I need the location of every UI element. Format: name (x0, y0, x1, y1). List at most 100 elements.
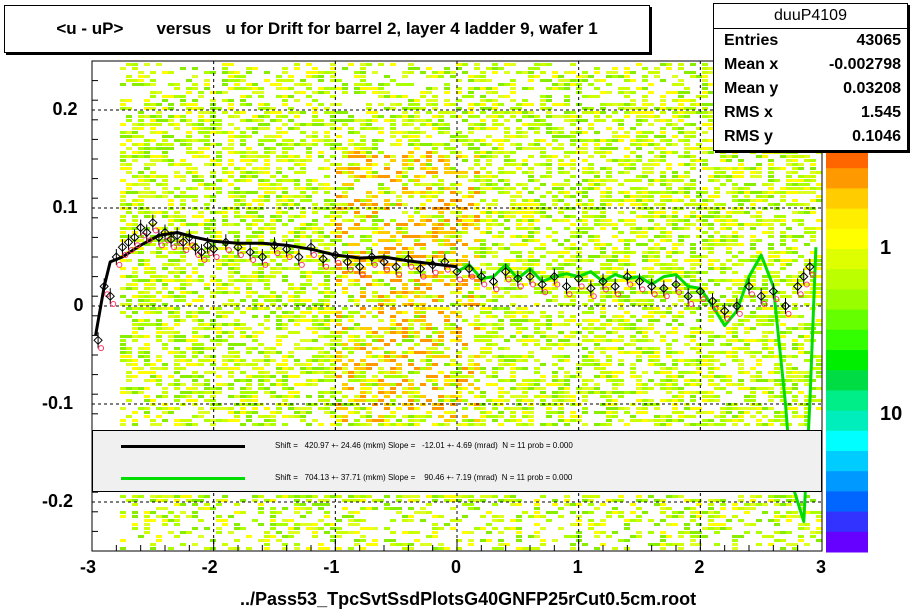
heatmap-cell (192, 267, 198, 270)
heatmap-cell (558, 399, 564, 402)
heatmap-cell (252, 315, 258, 318)
heatmap-cell (126, 227, 132, 230)
heatmap-cell (318, 307, 324, 310)
heatmap-cell (390, 143, 396, 146)
heatmap-cell (474, 287, 480, 290)
heatmap-cell (600, 211, 606, 214)
heatmap-cell (360, 123, 366, 126)
heatmap-cell (168, 531, 174, 534)
heatmap-cell (408, 423, 414, 426)
heatmap-cell (246, 347, 252, 350)
heatmap-cell (330, 355, 336, 358)
heatmap-cell (252, 219, 258, 222)
heatmap-cell (168, 115, 174, 118)
heatmap-cell (606, 139, 612, 142)
heatmap-cell (204, 71, 210, 74)
heatmap-cell (378, 139, 384, 142)
heatmap-cell (198, 411, 204, 414)
heatmap-cell (180, 195, 186, 198)
heatmap-cell (462, 423, 468, 426)
heatmap-cell (510, 279, 516, 282)
heatmap-cell (432, 535, 438, 538)
heatmap-cell (558, 267, 564, 270)
heatmap-cell (366, 415, 372, 418)
heatmap-cell (192, 139, 198, 142)
heatmap-cell (588, 239, 594, 242)
heatmap-cell (564, 343, 570, 346)
heatmap-cell (474, 127, 480, 130)
heatmap-cell (168, 203, 174, 206)
heatmap-cell (552, 295, 558, 298)
heatmap-cell (168, 135, 174, 138)
heatmap-cell (192, 503, 198, 506)
heatmap-cell (204, 227, 210, 230)
heatmap-cell (336, 279, 342, 282)
heatmap-cell (252, 339, 258, 342)
heatmap-cell (156, 211, 162, 214)
heatmap-cell (324, 183, 330, 186)
heatmap-cell (594, 71, 600, 74)
heatmap-cell (366, 83, 372, 86)
heatmap-cell (564, 103, 570, 106)
heatmap-cell (216, 375, 222, 378)
heatmap-cell (534, 147, 540, 150)
heatmap-cell (186, 495, 192, 498)
heatmap-cell (342, 91, 348, 94)
heatmap-cell (282, 155, 288, 158)
heatmap-cell (594, 495, 600, 498)
heatmap-cell (474, 507, 480, 510)
heatmap-cell (330, 359, 336, 362)
heatmap-cell (258, 271, 264, 274)
heatmap-cell (654, 499, 660, 502)
heatmap-cell (612, 251, 618, 254)
heatmap-cell (252, 131, 258, 134)
heatmap-cell (516, 383, 522, 386)
heatmap-cell (144, 359, 150, 362)
heatmap-cell (594, 79, 600, 82)
heatmap-cell (612, 547, 618, 550)
heatmap-cell (546, 111, 552, 114)
heatmap-cell (600, 179, 606, 182)
heatmap-cell (642, 171, 648, 174)
heatmap-cell (294, 267, 300, 270)
heatmap-cell (672, 283, 678, 286)
heatmap-cell (624, 327, 630, 330)
heatmap-cell (414, 99, 420, 102)
heatmap-cell (246, 363, 252, 366)
heatmap-cell (372, 227, 378, 230)
heatmap-cell (294, 303, 300, 306)
heatmap-cell (210, 199, 216, 202)
heatmap-cell (648, 163, 654, 166)
heatmap-cell (162, 367, 168, 370)
heatmap-cell (210, 319, 216, 322)
heatmap-cell (324, 319, 330, 322)
heatmap-cell (342, 383, 348, 386)
heatmap-cell (516, 539, 522, 542)
heatmap-cell (324, 399, 330, 402)
heatmap-cell (282, 323, 288, 326)
heatmap-cell (468, 423, 474, 426)
heatmap-cell (468, 111, 474, 114)
heatmap-cell (528, 231, 534, 234)
heatmap-cell (348, 531, 354, 534)
heatmap-cell (624, 519, 630, 522)
heatmap-cell (294, 123, 300, 126)
heatmap-cell (132, 155, 138, 158)
heatmap-cell (138, 355, 144, 358)
heatmap-cell (180, 543, 186, 546)
heatmap-cell (480, 199, 486, 202)
heatmap-cell (162, 195, 168, 198)
heatmap-cell (408, 407, 414, 410)
heatmap-cell (372, 231, 378, 234)
heatmap-cell (612, 255, 618, 258)
heatmap-cell (396, 227, 402, 230)
heatmap-cell (390, 131, 396, 134)
heatmap-cell (432, 307, 438, 310)
heatmap-cell (408, 279, 414, 282)
heatmap-cell (504, 139, 510, 142)
heatmap-cell (204, 311, 210, 314)
heatmap-cell (330, 311, 336, 314)
heatmap-cell (642, 103, 648, 106)
heatmap-cell (204, 255, 210, 258)
heatmap-cell (288, 319, 294, 322)
